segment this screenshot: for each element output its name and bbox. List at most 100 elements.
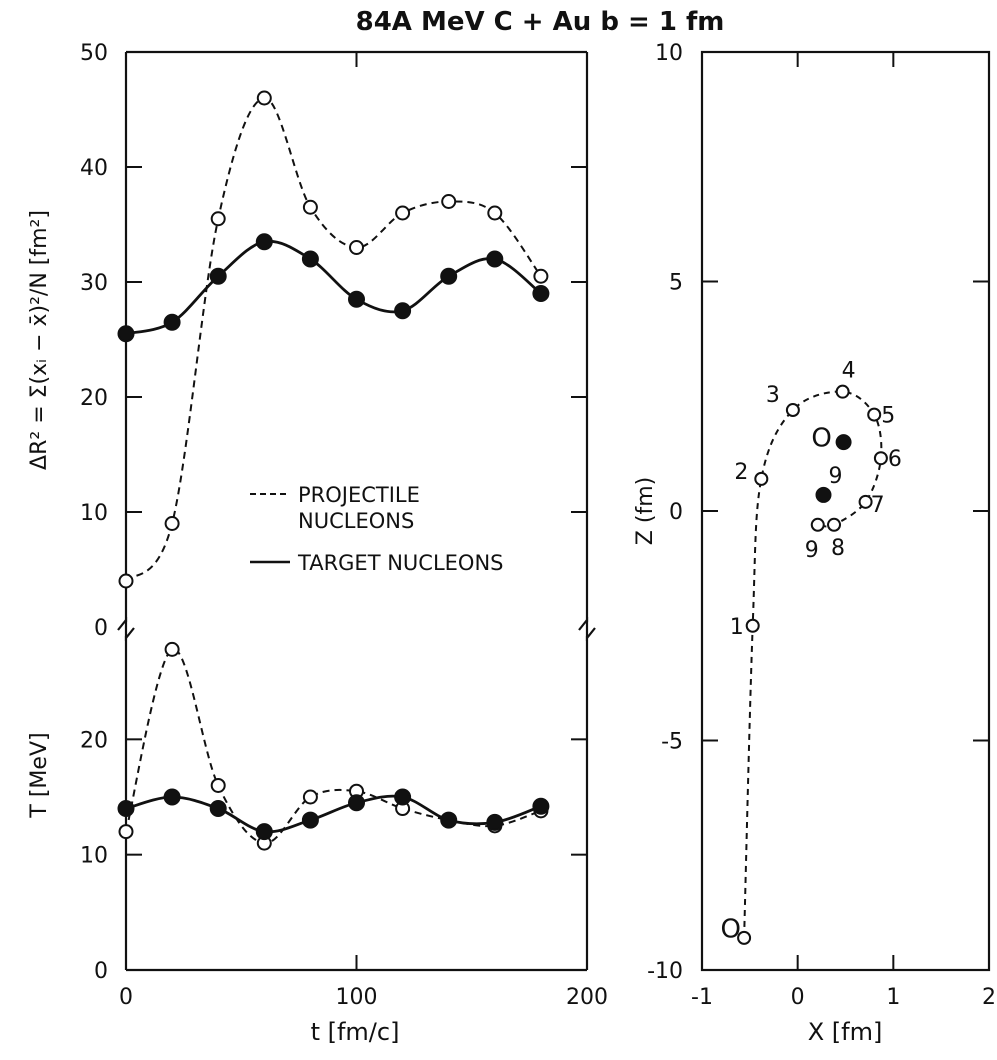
right-y-tick-label-1: -5 [661, 730, 683, 755]
figure-title: 84A MeV C + Au b = 1 fm [356, 7, 725, 37]
upper-projectile-point-1 [164, 516, 180, 531]
right-x-axis-label: X [fm] [808, 1018, 883, 1046]
upper-target-point-5 [348, 290, 365, 308]
trajectory-point-4 [835, 384, 850, 399]
lower-projectile-point-4 [302, 789, 318, 805]
right-axis-break-mark [578, 616, 596, 642]
upper-y-tick-label-4: 40 [80, 156, 108, 181]
upper-y-tick-label-2: 20 [80, 386, 108, 411]
lower-target-point-9 [532, 797, 550, 815]
upper-projectile-point-9 [533, 268, 549, 284]
upper-y-tick-label-0: 0 [94, 616, 108, 641]
legend-target-label: TARGET NUCLEONS [297, 551, 503, 575]
open-marker-glyph-0: O [720, 915, 740, 945]
lower-target-point-2 [209, 800, 227, 818]
trajectory-point-6 [873, 451, 888, 466]
lower-target-point-8 [486, 813, 504, 831]
lower-projectile-point-1 [164, 641, 180, 657]
upper-target-point-4 [301, 250, 319, 268]
lower-y-tick-label-1: 10 [80, 844, 108, 869]
legend-projectile-label: PROJECTILE NUCLEONS [298, 483, 427, 533]
upper-projectile-point-4 [302, 199, 318, 215]
x-axis-label-time: t [fm/c] [311, 1018, 400, 1046]
trajectory-point-3 [785, 403, 800, 418]
right-x-tick-label-2: 1 [886, 985, 900, 1010]
curves-layer [125, 97, 883, 938]
trajectory-label-8: 8 [831, 536, 845, 561]
lower-target-point-5 [348, 794, 365, 812]
lower-target-point-6 [394, 788, 412, 806]
filled-point-label-9: 9 [828, 464, 842, 489]
upper-y-tick-label-1: 10 [80, 501, 108, 526]
right-y-tick-label-3: 5 [669, 271, 683, 296]
lower-target-point-3 [255, 823, 273, 841]
upper-projectile-point-6 [395, 205, 411, 221]
upper-projectile-point-7 [441, 194, 457, 209]
right-y-tick-label-4: 10 [655, 41, 683, 66]
left-axis-break-mark [117, 616, 135, 642]
upper-y-axis-label: ΔR² = Σ(xᵢ − x̄)²/N [fm²] [27, 210, 52, 470]
upper-y-tick-label-3: 30 [80, 271, 108, 296]
right-y-axis-label: Z (fm) [633, 477, 658, 545]
upper-target-point-2 [209, 267, 227, 285]
right-y-tick-label-2: 0 [669, 500, 683, 525]
upper-panel-ticks: 0 10 20 30 40 50 [80, 41, 587, 641]
lower-projectile-curve [125, 648, 542, 845]
trajectory-point-0 [737, 930, 752, 945]
markers-layer [117, 90, 888, 945]
trajectory-point-9 [810, 517, 825, 532]
lower-projectile-point-2 [210, 777, 226, 793]
legend: PROJECTILE NUCLEONS TARGET NUCLEONS [250, 483, 503, 575]
upper-y-tick-label-5: 50 [80, 41, 108, 66]
lower-target-point-4 [301, 811, 319, 829]
trajectory-point-5 [867, 407, 882, 422]
trajectory-label-6: 6 [888, 447, 902, 472]
upper-target-point-8 [486, 250, 504, 268]
time-x-tick-label-1: 100 [336, 985, 378, 1010]
upper-target-curve [125, 239, 542, 336]
upper-target-point-1 [163, 313, 181, 331]
trajectory-point-2 [754, 471, 769, 486]
lower-y-tick-label-2: 20 [80, 728, 108, 753]
lower-y-axis-label: T [MeV] [27, 732, 52, 818]
lower-target-point-1 [163, 788, 181, 806]
legend-projectile-line1: PROJECTILE [298, 483, 420, 507]
trajectory-label-9: 9 [805, 538, 819, 563]
upper-projectile-point-5 [349, 240, 364, 255]
trajectory-label-4: 4 [842, 359, 856, 384]
trajectory-point-7 [858, 494, 873, 509]
time-x-tick-label-0: 0 [119, 985, 133, 1010]
filled-point-0 [835, 434, 852, 451]
legend-projectile-line2: NUCLEONS [298, 509, 414, 533]
upper-target-point-0 [117, 325, 135, 343]
upper-projectile-point-2 [210, 211, 226, 227]
lower-target-point-7 [440, 811, 458, 829]
time-x-tick-label-2: 200 [566, 985, 608, 1010]
upper-target-point-3 [255, 233, 273, 251]
lower-y-tick-label-0: 0 [94, 959, 108, 984]
trajectory-label-5: 5 [881, 404, 895, 429]
trajectory-label-2: 2 [734, 460, 748, 485]
right-x-tick-label-0: -1 [691, 985, 713, 1010]
right-x-tick-label-3: 2 [982, 985, 996, 1010]
upper-target-point-7 [440, 267, 458, 285]
filled-point-1 [815, 486, 832, 503]
open-marker-glyph-1: O [811, 424, 831, 454]
trajectory-label-3: 3 [766, 383, 780, 408]
right-y-tick-label-0: -10 [647, 959, 683, 984]
lower-target-point-0 [117, 800, 135, 818]
upper-projectile-point-3 [256, 90, 272, 106]
right-x-tick-label-1: 0 [791, 985, 805, 1010]
trajectory-point-8 [827, 517, 842, 532]
upper-projectile-point-0 [118, 573, 134, 589]
trajectory-point-1 [745, 618, 760, 633]
upper-target-point-9 [532, 285, 550, 302]
lower-target-curve [125, 794, 542, 834]
lower-projectile-point-0 [118, 824, 134, 840]
trajectory-label-7: 7 [871, 493, 885, 518]
upper-projectile-point-8 [487, 205, 503, 221]
